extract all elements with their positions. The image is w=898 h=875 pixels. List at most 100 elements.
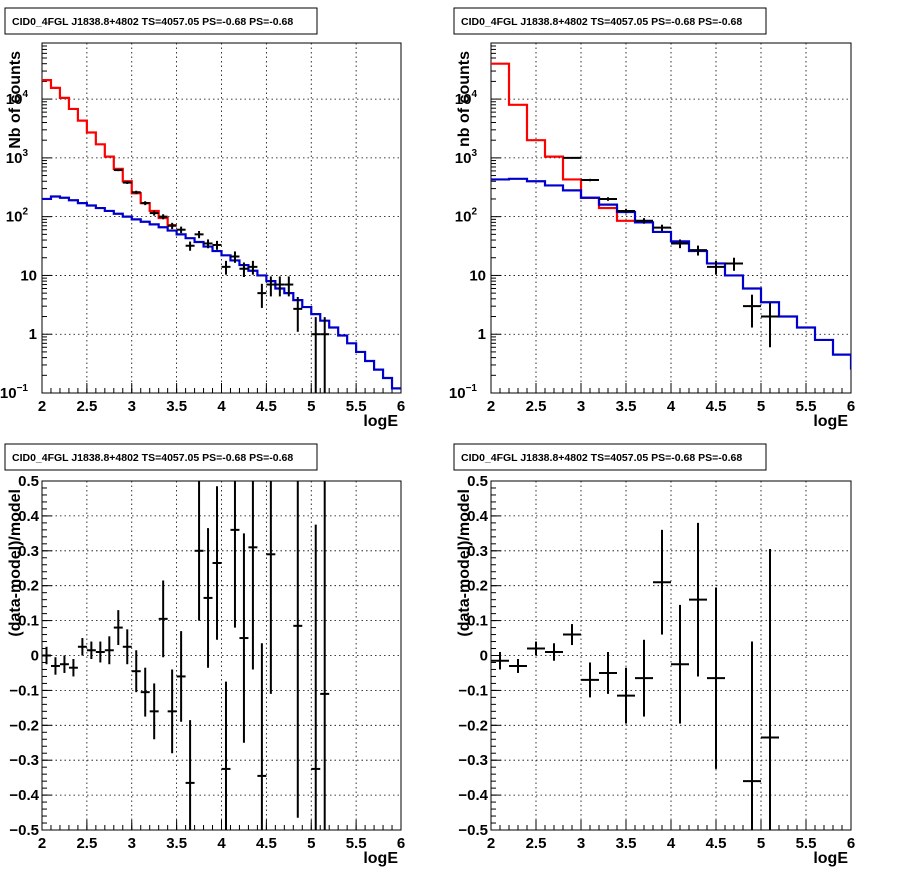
x-tick-label: 3.5 [166,835,187,852]
x-tick-label: 4 [217,398,226,415]
x-tick-label: 6 [847,398,855,415]
x-tick-label: 3 [128,835,136,852]
plot-area [491,62,851,370]
x-tick-label: 3.5 [616,835,637,852]
y-tick-exponent: 3 [22,148,28,159]
y-tick-label: −0.5 [9,822,39,839]
chart-title-box [453,443,767,471]
x-tick-label: 2.5 [526,835,547,852]
series-1-step-line [42,79,177,227]
x-tick-label: 6 [847,835,855,852]
plot-frame [490,480,852,831]
y-tick-label: 0.1 [18,613,39,630]
y-axis-label: (data-model)/model [456,489,473,637]
plot-frame [41,42,402,394]
x-tick-label: 5.5 [796,835,817,852]
x-tick-label: 5 [307,835,315,852]
chart-title-box [4,7,318,35]
x-axis-label: logE [363,413,398,430]
y-tick-label: 103 [455,148,478,167]
x-tick-label: 3 [577,835,585,852]
chart-title-box [4,443,318,471]
y-tick-exponent: 2 [471,207,477,218]
plot-area [42,481,330,830]
x-tick-label: 2 [38,398,46,415]
y-tick-label: 0.5 [18,473,39,490]
y-tick-label: 1 [29,326,37,343]
plot-frame [490,42,852,394]
y-tick-label: −0.2 [458,717,488,734]
x-tick-label: 5 [757,835,765,852]
y-axis-label: (data-model)/model [7,489,24,637]
y-tick-label: 0.1 [467,613,488,630]
x-tick-label: 3 [577,398,585,415]
chart-title: CID0_4FGL J1838.8+4802 TS=4057.05 PS=-0.… [461,452,742,464]
y-tick-label: 0.4 [467,508,489,525]
y-tick-label: 10 [20,267,37,284]
x-tick-label: 2.5 [526,398,547,415]
chart-title: CID0_4FGL J1838.8+4802 TS=4057.05 PS=-0.… [12,16,293,28]
y-tick-exponent: 3 [471,148,477,159]
y-axis-label: nb of counts [456,51,473,147]
y-tick-label: −0.5 [458,822,488,839]
y-tick-label: 0.2 [18,578,39,595]
y-tick-label: −0.4 [458,787,488,804]
x-tick-label: 3.5 [616,398,637,415]
y-tick-label: −0.2 [9,717,39,734]
y-tick-exponent: −1 [17,383,29,394]
y-tick-label: 10−1 [0,383,28,402]
y-tick-exponent: 4 [471,89,477,100]
x-tick-label: 2 [38,835,46,852]
y-tick-label: 0.3 [18,543,39,560]
chart-panel-1: 2 2.5 3 3.5 4 4.5 5 5.5 610−1110102103104logENb … [0,7,405,430]
y-tick-label: 103 [6,148,29,167]
y-tick-label: 102 [455,207,478,226]
x-tick-label: 6 [397,398,405,415]
chart-panel-2: 2 2.5 3 3.5 4 4.5 5 5.5 610−1110102103104logEnb … [449,7,855,430]
y-tick-label: −0.3 [9,752,39,769]
x-tick-label: 2.5 [76,835,97,852]
x-tick-label: 4 [217,835,226,852]
y-tick-label: −0.3 [458,752,488,769]
y-tick-exponent: −1 [466,383,478,394]
x-tick-label: 3 [128,398,136,415]
y-tick-label: −0.4 [9,787,39,804]
y-tick-label: 0.2 [467,578,488,595]
x-tick-label: 2 [487,398,495,415]
y-tick-label: 0.3 [467,543,488,560]
x-tick-label: 3.5 [166,398,187,415]
chart-panel-4: 2 2.5 3 3.5 4 4.5 5 5.5 6 −0.5 −0.4 −0.3 −0.2 −0.1 0 0.… [453,443,855,867]
chart-panel-3: 2 2.5 3 3.5 4 4.5 5 5.5 6 −0.5 −0.4 −0.3 −0.2 −0.1 0 0.… [4,443,405,867]
x-tick-label: 4 [667,835,676,852]
x-tick-label: 5 [757,398,765,415]
y-tick-label: 0.4 [18,508,40,525]
plot-area [491,522,779,830]
y-tick-label: 10 [469,267,486,284]
y-tick-label: 1 [478,326,486,343]
x-tick-label: 4.5 [706,398,727,415]
series-2-step-line [42,195,401,390]
x-tick-label: 4.5 [256,398,277,415]
y-tick-exponent: 4 [22,89,28,100]
chart-title: CID0_4FGL J1838.8+4802 TS=4057.05 PS=-0.… [12,452,293,464]
x-axis-label: logE [813,850,848,867]
plot-area [42,79,401,393]
x-tick-label: 5 [307,398,315,415]
series-1-step-line [491,62,635,222]
x-tick-label: 5.5 [346,835,367,852]
x-tick-label: 4 [667,398,676,415]
x-tick-label: 5.5 [796,398,817,415]
x-tick-label: 2 [487,835,495,852]
y-tick-label: 0 [480,648,488,665]
x-tick-label: 4.5 [256,835,277,852]
chart-title: CID0_4FGL J1838.8+4802 TS=4057.05 PS=-0.… [461,16,742,28]
x-tick-label: 4.5 [706,835,727,852]
y-axis-label: Nb of counts [7,51,24,149]
y-tick-label: −0.1 [9,682,39,699]
y-tick-label: 0.5 [467,473,488,490]
chart-title-box [453,7,767,35]
y-tick-exponent: 2 [22,207,28,218]
y-tick-label: 10−1 [449,383,478,402]
y-tick-label: 0 [31,648,39,665]
x-axis-label: logE [813,413,848,430]
